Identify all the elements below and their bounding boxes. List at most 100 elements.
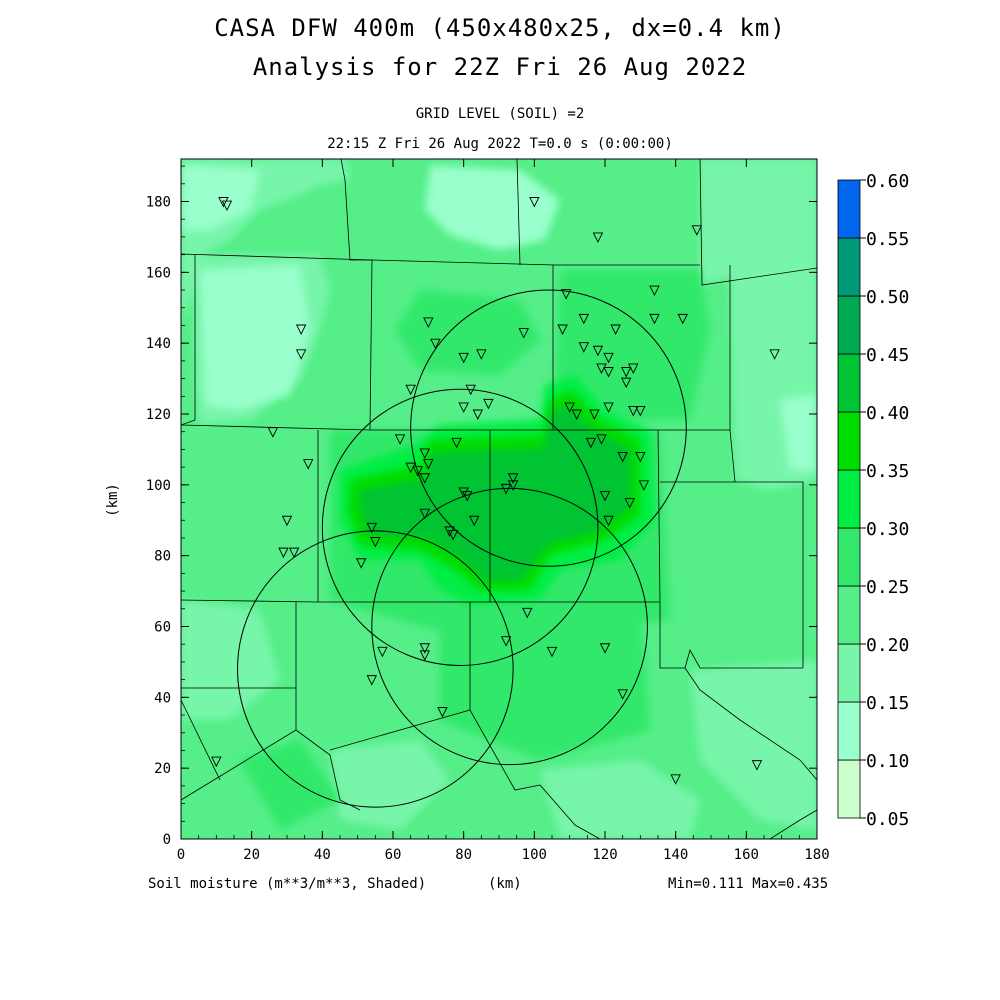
station-marker (596, 363, 607, 374)
colorbar-label: 0.05 (866, 809, 909, 830)
station-marker (596, 434, 607, 445)
x-tick-label: 60 (385, 847, 402, 863)
station-marker (507, 480, 519, 491)
station-marker (370, 537, 381, 548)
station-marker (302, 459, 314, 470)
station-marker (458, 402, 469, 413)
y-axis-label: (km) (105, 483, 121, 517)
station-marker (649, 285, 660, 297)
station-marker (769, 349, 780, 360)
station-marker (585, 437, 597, 449)
colorbar-label: 0.45 (866, 345, 909, 366)
station-marker (677, 313, 688, 325)
station-marker (472, 409, 484, 421)
station-marker (751, 760, 763, 771)
station-markers (211, 197, 780, 785)
station-marker (635, 452, 646, 463)
radar-ring (371, 487, 648, 766)
station-marker (691, 225, 703, 236)
colorbar-label: 0.40 (866, 403, 909, 424)
y-tick-label: 140 (146, 336, 171, 352)
y-tick-label: 160 (146, 265, 171, 281)
radar-range-rings (237, 289, 687, 808)
station-marker (419, 650, 431, 661)
y-tick-label: 100 (146, 478, 171, 494)
station-marker (483, 398, 494, 410)
y-tick-label: 0 (163, 832, 171, 848)
station-marker (419, 643, 431, 654)
station-marker (281, 515, 293, 527)
station-marker (635, 406, 646, 417)
station-marker (638, 480, 650, 491)
station-marker (522, 607, 533, 619)
x-tick-label: 120 (592, 847, 617, 863)
station-marker (444, 526, 455, 537)
station-marker (518, 328, 529, 339)
station-marker (430, 338, 441, 350)
map-title-line2: Analysis for 22Z Fri 26 Aug 2022 (252, 53, 748, 81)
station-marker (599, 491, 611, 502)
station-marker (437, 707, 448, 718)
station-marker (405, 384, 416, 396)
colorbar-swatch (837, 295, 861, 355)
station-marker (617, 452, 628, 463)
station-marker (295, 324, 307, 336)
station-marker (546, 646, 558, 658)
x-tick-label: 140 (663, 847, 688, 863)
colorbar-label: 0.30 (866, 519, 909, 540)
station-marker (649, 313, 660, 325)
station-marker (469, 515, 480, 527)
station-marker (366, 522, 378, 534)
station-marker (355, 558, 367, 569)
station-marker (603, 352, 614, 364)
station-marker (578, 313, 590, 325)
station-marker (628, 363, 639, 374)
station-marker (211, 756, 222, 768)
colorbar-swatch (837, 701, 861, 761)
station-marker (405, 462, 416, 474)
x-tick-label: 20 (243, 847, 260, 863)
station-marker (451, 437, 462, 449)
station-marker (458, 487, 469, 498)
colorbar-label: 0.20 (866, 635, 909, 656)
station-marker (366, 675, 378, 686)
colorbar-swatch (837, 527, 861, 587)
station-marker (529, 197, 540, 208)
min-max-label: Min=0.111 Max=0.435 (668, 876, 829, 892)
y-axis: 0 20 40 60 80 100 120 140 160 180 (146, 165, 817, 848)
field-label: Soil moisture (m**3/m**3, Shaded) (148, 876, 427, 892)
station-marker (617, 689, 628, 700)
station-marker (507, 473, 519, 484)
station-marker (423, 459, 434, 470)
x-tick-label: 160 (734, 847, 759, 863)
radar-ring (237, 530, 514, 808)
colorbar-swatch (837, 179, 861, 239)
station-marker (557, 324, 568, 336)
station-marker (500, 483, 512, 495)
station-marker (610, 324, 621, 336)
colorbar-label: 0.10 (866, 751, 909, 772)
colorbar-swatch (837, 585, 861, 645)
station-marker (500, 636, 512, 647)
station-marker (412, 466, 423, 477)
station-marker (620, 367, 632, 378)
x-tick-label: 80 (455, 847, 472, 863)
valid-time-label: 22:15 Z Fri 26 Aug 2022 T=0.0 s (0:00:00… (327, 136, 673, 152)
colorbar-swatch (837, 237, 861, 297)
colorbar-label: 0.50 (866, 287, 909, 308)
y-tick-label: 120 (146, 407, 171, 423)
x-tick-label: 40 (314, 847, 331, 863)
x-axis-unit-label: (km) (488, 876, 522, 892)
y-tick-label: 60 (154, 620, 171, 636)
station-marker (603, 515, 614, 527)
station-marker (571, 409, 582, 421)
station-marker (592, 345, 604, 357)
station-marker (295, 349, 307, 360)
colorbar-swatch (837, 469, 861, 529)
station-marker (603, 367, 614, 378)
station-marker (592, 232, 604, 243)
colorbar: 0.05 0.10 0.15 0.20 0.25 0.30 0.35 0.40 0.45 0.50… (837, 171, 909, 830)
x-tick-label: 0 (177, 847, 185, 863)
station-marker (218, 197, 229, 208)
y-tick-label: 40 (154, 690, 171, 706)
